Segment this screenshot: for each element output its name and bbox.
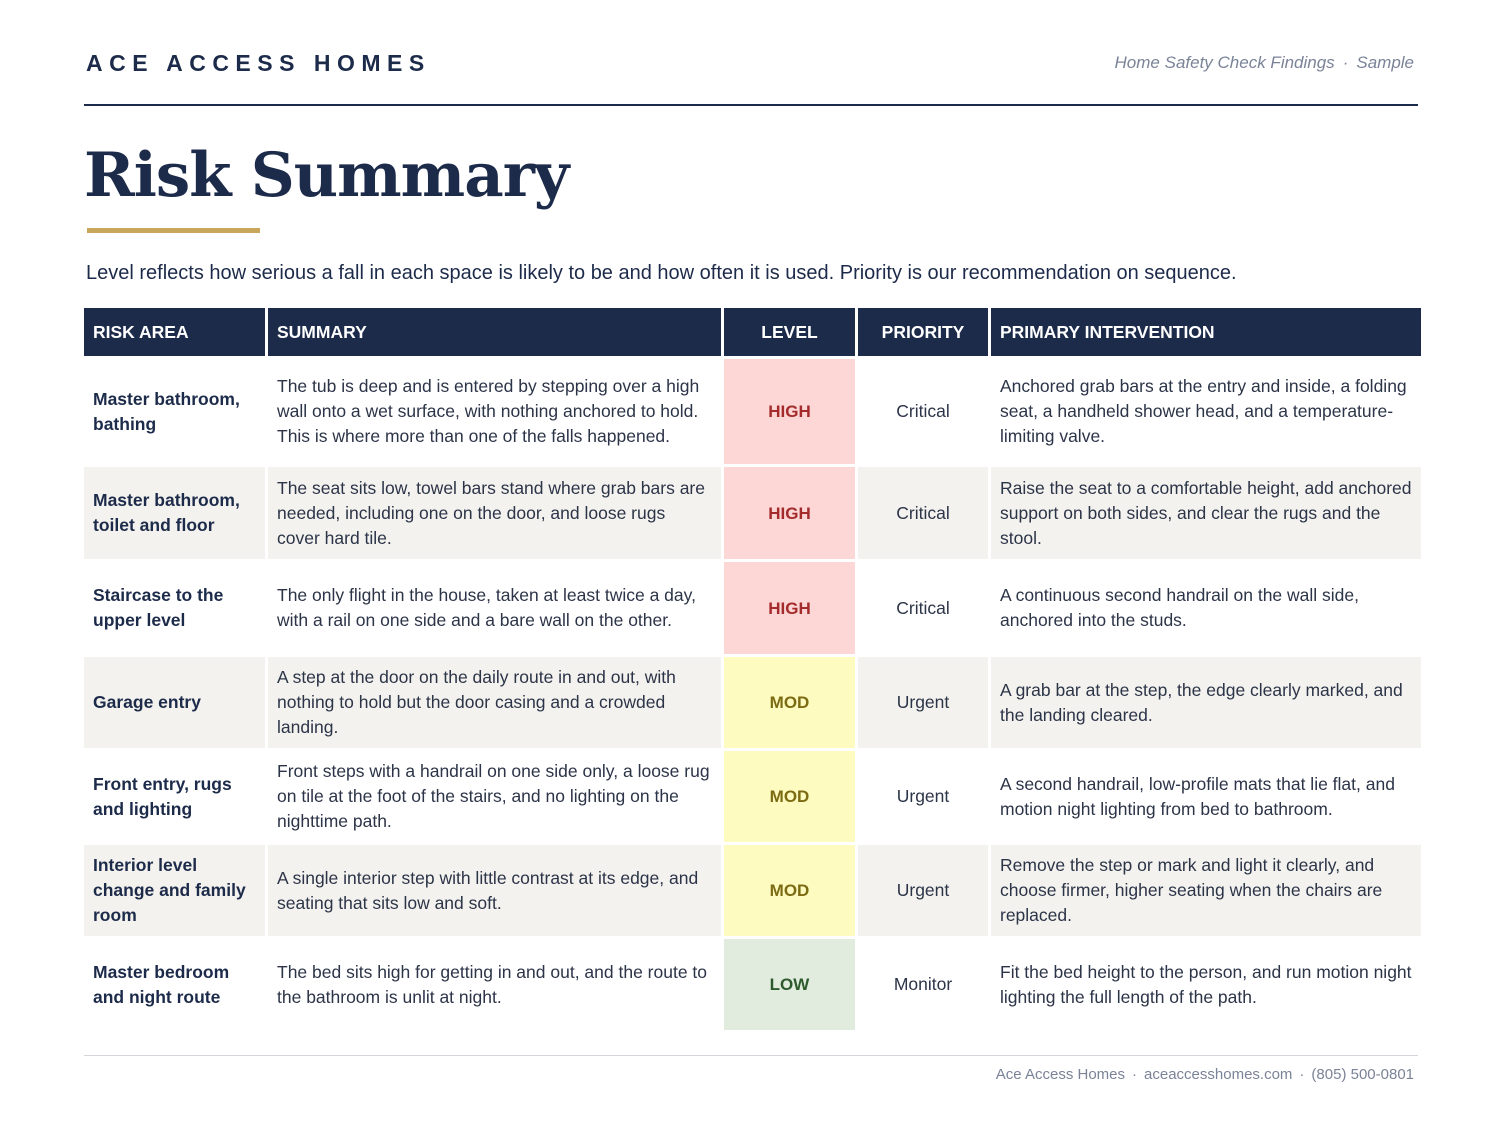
footer-separator: ·	[1299, 1066, 1305, 1083]
risk-area-cell: Master bathroom, toilet and floor	[84, 464, 265, 559]
risk-area-cell: Master bathroom, bathing	[84, 356, 265, 464]
level-badge: LOW	[724, 936, 855, 1030]
summary-cell: Front steps with a handrail on one side …	[268, 748, 721, 842]
intervention-cell: A grab bar at the step, the edge clearly…	[991, 654, 1421, 748]
priority-cell: Urgent	[858, 842, 988, 936]
level-badge: MOD	[724, 842, 855, 936]
summary-cell: The bed sits high for getting in and out…	[268, 936, 721, 1030]
priority-cell: Urgent	[858, 654, 988, 748]
summary-cell: A step at the door on the daily route in…	[268, 654, 721, 748]
priority-cell: Critical	[858, 356, 988, 464]
level-badge: MOD	[724, 654, 855, 748]
intervention-cell: A continuous second handrail on the wall…	[991, 559, 1421, 654]
level-badge: HIGH	[724, 356, 855, 464]
table-row: Master bathroom, toilet and floor The se…	[84, 464, 1421, 559]
priority-cell: Monitor	[858, 936, 988, 1030]
risk-area-cell: Master bedroom and night route	[84, 936, 265, 1030]
column-header-intervention: PRIMARY INTERVENTION	[991, 308, 1421, 356]
priority-cell: Urgent	[858, 748, 988, 842]
table-row: Master bathroom, bathing The tub is deep…	[84, 356, 1421, 464]
priority-cell: Critical	[858, 559, 988, 654]
intervention-cell: A second handrail, low-profile mats that…	[991, 748, 1421, 842]
document-page: ACE ACCESS HOMES Home Safety Check Findi…	[84, 0, 1421, 1125]
page-title: Risk Summary	[84, 140, 569, 211]
risk-table: RISK AREA SUMMARY LEVEL PRIORITY PRIMARY…	[81, 308, 1424, 1030]
intervention-cell: Anchored grab bars at the entry and insi…	[991, 356, 1421, 464]
footer-website: aceaccesshomes.com	[1144, 1066, 1293, 1083]
column-header-priority: PRIORITY	[858, 308, 988, 356]
footer-company: Ace Access Homes	[995, 1066, 1126, 1083]
brand-name: ACE ACCESS HOMES	[86, 50, 431, 76]
summary-cell: A single interior step with little contr…	[268, 842, 721, 936]
column-header-risk-area: RISK AREA	[84, 308, 265, 356]
footer-divider	[84, 1055, 1418, 1056]
summary-cell: The only flight in the house, taken at l…	[268, 559, 721, 654]
table-row: Garage entry A step at the door on the d…	[84, 654, 1421, 748]
table-row: Front entry, rugs and lighting Front ste…	[84, 748, 1421, 842]
table-row: Master bedroom and night route The bed s…	[84, 936, 1421, 1030]
priority-cell: Critical	[858, 464, 988, 559]
footer-separator: ·	[1132, 1066, 1138, 1083]
intro-text: Level reflects how serious a fall in eac…	[86, 262, 1237, 284]
risk-area-cell: Garage entry	[84, 654, 265, 748]
footer-phone: (805) 500-0801	[1311, 1066, 1414, 1083]
intervention-cell: Remove the step or mark and light it cle…	[991, 842, 1421, 936]
title-accent-bar	[87, 228, 260, 233]
risk-area-cell: Front entry, rugs and lighting	[84, 748, 265, 842]
table-header-row: RISK AREA SUMMARY LEVEL PRIORITY PRIMARY…	[84, 308, 1421, 356]
table-row: Interior level change and family room A …	[84, 842, 1421, 936]
intervention-cell: Fit the bed height to the person, and ru…	[991, 936, 1421, 1030]
document-tag: Sample	[1356, 53, 1414, 72]
summary-cell: The seat sits low, towel bars stand wher…	[268, 464, 721, 559]
page-header: ACE ACCESS HOMES Home Safety Check Findi…	[84, 44, 1418, 84]
level-badge: MOD	[724, 748, 855, 842]
column-header-summary: SUMMARY	[268, 308, 721, 356]
level-badge: HIGH	[724, 464, 855, 559]
summary-cell: The tub is deep and is entered by steppi…	[268, 356, 721, 464]
risk-area-cell: Staircase to the upper level	[84, 559, 265, 654]
intervention-cell: Raise the seat to a comfortable height, …	[991, 464, 1421, 559]
document-title: Home Safety Check Findings	[1114, 53, 1335, 72]
table-row: Staircase to the upper level The only fl…	[84, 559, 1421, 654]
document-meta: Home Safety Check Findings · Sample	[1115, 53, 1414, 73]
risk-area-cell: Interior level change and family room	[84, 842, 265, 936]
meta-separator: ·	[1342, 53, 1349, 72]
level-badge: HIGH	[724, 559, 855, 654]
header-divider	[84, 104, 1418, 106]
column-header-level: LEVEL	[724, 308, 855, 356]
page-footer: Ace Access Homes · aceaccesshomes.com · (805…	[996, 1066, 1414, 1083]
